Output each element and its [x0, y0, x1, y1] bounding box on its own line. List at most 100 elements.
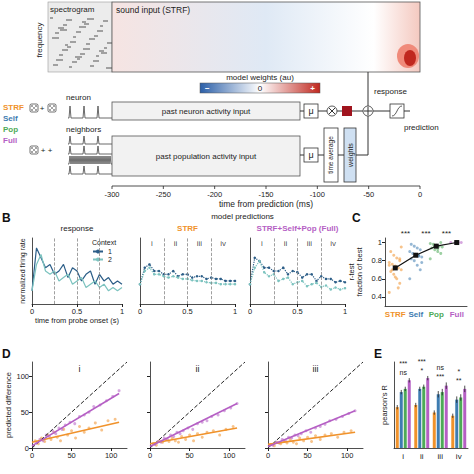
- svg-text:0: 0: [148, 451, 152, 460]
- svg-text:ns: ns: [437, 364, 445, 371]
- svg-text:STRF: STRF: [177, 224, 198, 233]
- svg-text:past population activity input: past population activity input: [156, 152, 257, 161]
- svg-text:0.5: 0.5: [182, 307, 192, 316]
- svg-text:0: 0: [138, 307, 142, 316]
- svg-text:response: response: [61, 224, 94, 233]
- svg-text:Full: Full: [3, 136, 17, 145]
- svg-text:0: 0: [248, 307, 252, 316]
- svg-text:0: 0: [266, 451, 270, 460]
- svg-text:Self: Self: [408, 310, 423, 319]
- svg-text:2: 2: [108, 256, 112, 263]
- svg-text:***: ***: [442, 229, 451, 238]
- svg-text:***: ***: [418, 358, 426, 365]
- svg-text:i: i: [261, 239, 263, 248]
- svg-text:iii: iii: [307, 239, 313, 248]
- svg-text:0.5: 0.5: [292, 307, 302, 316]
- svg-text:0.6: 0.6: [372, 274, 382, 283]
- svg-text:fraction of best: fraction of best: [355, 246, 364, 296]
- svg-text:response: response: [374, 87, 407, 96]
- svg-text:time average: time average: [327, 136, 335, 174]
- svg-text:1: 1: [233, 307, 237, 316]
- svg-text:ii: ii: [174, 239, 178, 248]
- svg-text:-200: -200: [207, 190, 222, 199]
- svg-text:50: 50: [21, 408, 29, 417]
- svg-text:+: +: [41, 146, 46, 155]
- svg-text:E: E: [374, 347, 382, 361]
- svg-text:-100: -100: [310, 190, 325, 199]
- svg-text:*: *: [457, 368, 460, 375]
- svg-text:time from prediction (ms): time from prediction (ms): [219, 199, 313, 209]
- svg-text:*: *: [420, 367, 423, 374]
- svg-text:0: 0: [418, 190, 422, 199]
- svg-text:Self: Self: [3, 114, 18, 123]
- svg-text:prediction: prediction: [404, 123, 439, 132]
- svg-text:***: ***: [399, 360, 407, 367]
- svg-text:***: ***: [436, 373, 444, 380]
- svg-text:-300: -300: [104, 190, 119, 199]
- svg-text:iii: iii: [197, 239, 203, 248]
- svg-text:model predictions: model predictions: [211, 212, 274, 221]
- svg-text:0: 0: [30, 451, 34, 460]
- svg-text:ii: ii: [420, 452, 424, 461]
- svg-text:predicted difference: predicted difference: [4, 372, 13, 438]
- svg-text:50: 50: [303, 451, 311, 460]
- svg-text:STRF: STRF: [385, 310, 406, 319]
- svg-text:neuron: neuron: [66, 93, 91, 102]
- svg-text:iv: iv: [330, 239, 336, 248]
- svg-text:0: 0: [25, 444, 29, 453]
- svg-text:frequency: frequency: [35, 22, 44, 57]
- svg-text:μ: μ: [308, 106, 313, 116]
- svg-text:ns: ns: [400, 369, 408, 376]
- svg-text:100: 100: [341, 451, 354, 460]
- svg-text:1: 1: [120, 307, 124, 316]
- svg-text:0.8: 0.8: [372, 256, 382, 265]
- svg-text:past neuron activity input: past neuron activity input: [162, 107, 251, 116]
- svg-text:**: **: [456, 377, 462, 384]
- svg-text:-250: -250: [156, 190, 171, 199]
- svg-text:+: +: [40, 104, 45, 113]
- svg-text:100: 100: [16, 372, 29, 381]
- svg-text:***: ***: [421, 229, 430, 238]
- svg-text:1: 1: [343, 307, 347, 316]
- svg-text:iv: iv: [456, 452, 462, 461]
- svg-text:model weights (au): model weights (au): [226, 73, 294, 82]
- svg-text:iii: iii: [438, 452, 444, 461]
- svg-text:100: 100: [223, 451, 236, 460]
- svg-text:STRF: STRF: [3, 103, 24, 112]
- svg-text:ii: ii: [284, 239, 288, 248]
- svg-text:Pop: Pop: [3, 125, 18, 134]
- svg-text:0: 0: [30, 307, 34, 316]
- svg-text:−: −: [205, 84, 210, 93]
- svg-text:0.5: 0.5: [72, 307, 82, 316]
- svg-text:+: +: [48, 146, 53, 155]
- svg-text:spectrogram: spectrogram: [50, 5, 95, 14]
- svg-text:STRF+Self+Pop (Full): STRF+Self+Pop (Full): [257, 224, 339, 233]
- svg-text:***: ***: [401, 229, 410, 238]
- svg-text:C: C: [352, 211, 361, 225]
- svg-text:0: 0: [258, 84, 263, 93]
- svg-text:-150: -150: [258, 190, 273, 199]
- svg-text:time from probe onset (s): time from probe onset (s): [35, 316, 119, 325]
- svg-text:1: 1: [378, 238, 382, 247]
- svg-text:+: +: [310, 84, 315, 93]
- svg-text:Pop: Pop: [429, 310, 444, 319]
- svg-text:i: i: [402, 452, 404, 461]
- svg-text:D: D: [2, 347, 11, 361]
- svg-text:100: 100: [105, 451, 118, 460]
- svg-text:normalized firing rate: normalized firing rate: [19, 238, 27, 303]
- svg-text:0.4: 0.4: [372, 292, 382, 301]
- svg-text:ii: ii: [196, 364, 200, 374]
- svg-text:μ: μ: [308, 150, 313, 160]
- svg-text:weights: weights: [347, 143, 355, 168]
- svg-text:1: 1: [108, 248, 112, 255]
- svg-text:-50: -50: [363, 190, 374, 199]
- svg-text:B: B: [2, 211, 11, 225]
- svg-text:neighbors: neighbors: [66, 125, 101, 134]
- svg-text:i: i: [151, 239, 153, 248]
- svg-text:iii: iii: [313, 364, 319, 374]
- svg-text:sound input (STRF): sound input (STRF): [116, 5, 190, 15]
- svg-text:Context: Context: [92, 239, 116, 246]
- svg-text:Full: Full: [450, 310, 464, 319]
- svg-text:50: 50: [185, 451, 193, 460]
- svg-text:pearson's R: pearson's R: [380, 385, 389, 425]
